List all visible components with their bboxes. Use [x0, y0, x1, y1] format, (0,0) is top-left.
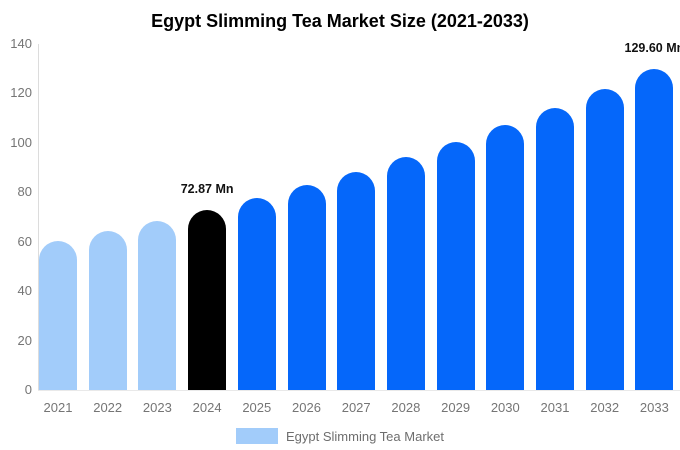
- value-label-2033: 129.60 Mn: [624, 41, 680, 56]
- x-axis-tick-label: 2032: [590, 400, 620, 415]
- y-axis-tick-label: 100: [10, 134, 32, 150]
- legend-label: Egypt Slimming Tea Market: [286, 428, 444, 444]
- bar-2028: [386, 157, 425, 390]
- x-axis-tick-label: 2023: [142, 400, 172, 415]
- x-axis-tick-label: 2029: [441, 400, 471, 415]
- bar-2030: [486, 125, 525, 390]
- y-axis-tick-label: 140: [10, 35, 32, 51]
- x-axis-tick-label: 2026: [292, 400, 321, 415]
- y-axis-tick-label: 40: [17, 283, 32, 299]
- bar-2022: [88, 231, 127, 390]
- x-axis-baseline: [38, 390, 680, 391]
- y-axis-tick-label: 20: [17, 332, 32, 348]
- y-axis-tick-label: 120: [10, 85, 32, 101]
- bar-2025: [237, 197, 276, 390]
- y-axis-line: [38, 44, 39, 390]
- x-axis-tick-label: 2027: [341, 400, 371, 415]
- legend-swatch: [236, 428, 278, 444]
- bar-2032: [585, 89, 624, 390]
- x-axis-tick-label: 2031: [540, 400, 570, 415]
- chart-title: Egypt Slimming Tea Market Size (2021-203…: [151, 11, 529, 31]
- x-axis-tick-label: 2028: [391, 400, 421, 415]
- bar-2026: [287, 185, 326, 390]
- bar-2023: [138, 220, 177, 390]
- x-axis-tick-label: 2024: [192, 400, 222, 415]
- bar-2033: [635, 69, 674, 390]
- bar-2031: [536, 107, 574, 390]
- x-axis-tick-label: 2025: [242, 400, 272, 415]
- x-axis-tick-label: 2033: [639, 400, 669, 415]
- y-axis-tick-label: 0: [24, 382, 32, 397]
- x-axis-tick-label: 2022: [93, 400, 123, 415]
- bar-2024: [188, 209, 227, 390]
- bar-2027: [337, 171, 376, 390]
- bar-2029: [436, 141, 475, 390]
- x-axis-tick-label: 2030: [490, 400, 520, 415]
- y-axis-tick-label: 60: [17, 233, 32, 249]
- value-label-2024: 72.87 Mn: [180, 181, 234, 196]
- bar-2021: [39, 241, 77, 390]
- y-axis-tick-label: 80: [17, 184, 32, 200]
- x-axis-tick-label: 2021: [43, 400, 73, 415]
- legend: Egypt Slimming Tea Market: [0, 428, 680, 444]
